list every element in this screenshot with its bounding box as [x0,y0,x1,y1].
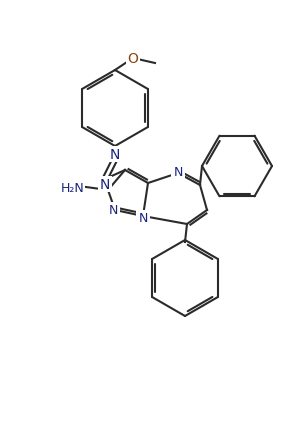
Text: H₂N: H₂N [60,181,84,194]
Text: N: N [173,165,183,178]
Text: N: N [100,177,110,191]
Text: N: N [110,148,120,162]
Text: N: N [108,204,118,217]
Text: O: O [128,52,138,66]
Text: N: N [138,212,148,225]
